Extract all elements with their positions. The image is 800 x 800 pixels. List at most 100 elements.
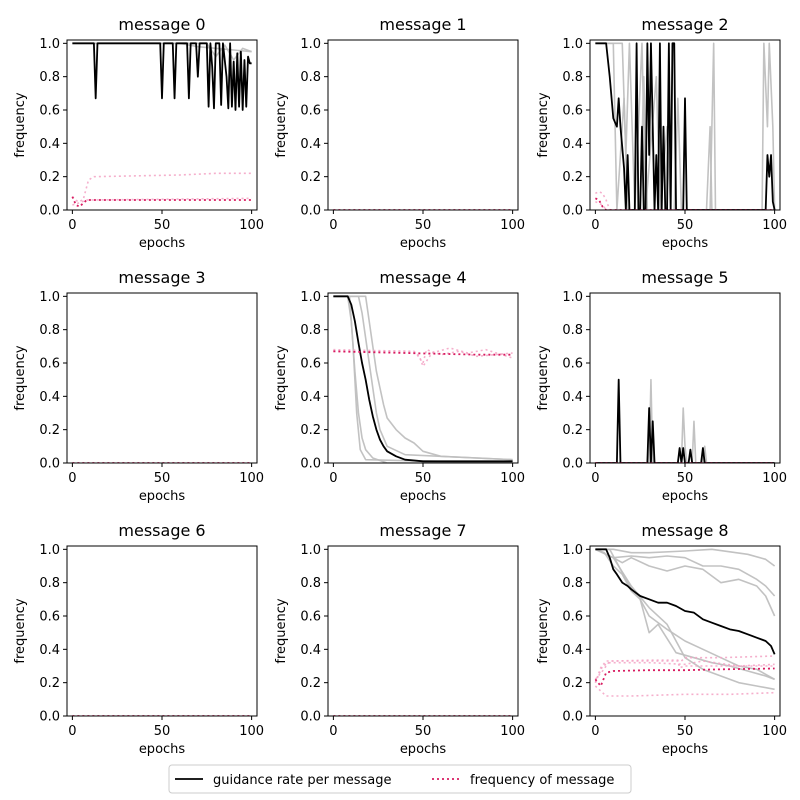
x-axis-label: epochs (139, 742, 186, 757)
x-tick-label: 100 (239, 724, 264, 739)
y-tick-label: 1.0 (300, 290, 321, 305)
x-tick-label: 50 (154, 471, 171, 486)
y-axis-label: frequency (536, 345, 551, 411)
guidance-run-line-0 (333, 295, 513, 463)
guidance-run-line-1 (595, 548, 776, 597)
plot-area (71, 42, 252, 208)
y-tick-label: 0.4 (300, 643, 321, 658)
y-tick-label: 0.2 (39, 423, 60, 438)
guidance-run-line-2 (595, 548, 776, 681)
y-tick-label: 0.0 (562, 204, 583, 219)
x-tick-label: 50 (415, 471, 432, 486)
x-tick-label: 100 (762, 724, 787, 739)
y-tick-label: 1.0 (562, 290, 583, 305)
y-tick-label: 0.4 (39, 390, 60, 405)
y-axis-label: frequency (536, 92, 551, 158)
subplot-7: message 7 0.0 0.2 0.4 0.6 0.8 1.0 0 50 100 epochs f… (274, 521, 525, 757)
guidance-run-line-3 (595, 548, 775, 681)
x-tick-label: 50 (415, 724, 432, 739)
y-tick-label: 0.8 (39, 576, 60, 591)
y-tick-label: 0.0 (39, 204, 60, 219)
guidance-run-line-0 (595, 378, 775, 463)
y-tick-label: 0.0 (300, 204, 321, 219)
x-tick-label: 50 (415, 218, 432, 233)
y-tick-label: 0.8 (300, 576, 321, 591)
axes-frame (327, 39, 519, 211)
y-tick-label: 0.8 (562, 576, 583, 591)
x-tick-label: 0 (68, 218, 76, 233)
guidance-mean-line (595, 42, 776, 210)
y-tick-label: 0.6 (39, 610, 60, 625)
subplot-6: message 6 0.0 0.2 0.4 0.6 0.8 1.0 0 50 100 epochs f… (13, 521, 264, 757)
y-tick-label: 0.6 (562, 104, 583, 119)
guidance-run-line-4 (595, 548, 775, 691)
guidance-run-line-0 (595, 548, 776, 567)
axes-frame (66, 292, 258, 464)
frequency-run-line-1 (72, 197, 252, 206)
x-tick-label: 50 (154, 724, 171, 739)
guidance-run-line-1 (595, 42, 775, 210)
subplot-title: message 5 (641, 268, 728, 287)
y-tick-label: 0.0 (39, 457, 60, 472)
x-tick-label: 0 (68, 724, 76, 739)
y-tick-label: 0.6 (39, 357, 60, 372)
y-tick-label: 0.2 (562, 170, 583, 185)
y-tick-label: 1.0 (300, 543, 321, 558)
x-axis-label: epochs (662, 742, 709, 757)
y-tick-label: 0.6 (300, 610, 321, 625)
x-tick-label: 0 (591, 724, 599, 739)
guidance-run-line-2 (333, 295, 513, 461)
x-tick-label: 50 (677, 218, 694, 233)
subplot-title: message 8 (641, 521, 728, 540)
x-tick-label: 100 (500, 218, 525, 233)
subplot-title: message 6 (118, 521, 205, 540)
frequency-run-line-0 (595, 190, 775, 210)
subplot-5: message 5 0.0 0.2 0.4 0.6 0.8 1.0 0 50 100 epochs f… (536, 268, 787, 504)
frequency-run-line-1 (595, 200, 775, 210)
plot-area (595, 378, 775, 463)
y-axis-label: frequency (274, 598, 289, 664)
subplot-title: message 2 (641, 15, 728, 34)
y-axis-label: frequency (13, 345, 28, 411)
y-tick-label: 0.2 (300, 423, 321, 438)
y-tick-label: 0.8 (562, 70, 583, 85)
y-tick-label: 1.0 (39, 37, 60, 52)
subplot-2: message 2 0.0 0.2 0.4 0.6 0.8 1.0 0 50 100 epochs f… (536, 15, 787, 251)
y-tick-label: 1.0 (562, 543, 583, 558)
y-axis-label: frequency (274, 92, 289, 158)
axes-frame (66, 545, 258, 717)
y-tick-label: 0.4 (562, 137, 583, 152)
y-tick-label: 0.0 (39, 710, 60, 725)
x-tick-label: 50 (677, 471, 694, 486)
guidance-mean-line (595, 548, 776, 655)
y-tick-label: 0.8 (300, 323, 321, 338)
x-tick-label: 100 (500, 471, 525, 486)
x-tick-label: 100 (239, 218, 264, 233)
x-tick-label: 50 (154, 218, 171, 233)
x-tick-label: 50 (677, 724, 694, 739)
x-axis-label: epochs (400, 742, 447, 757)
y-tick-label: 0.8 (39, 70, 60, 85)
y-tick-label: 0.6 (300, 357, 321, 372)
y-tick-label: 0.6 (39, 104, 60, 119)
y-axis-label: frequency (536, 598, 551, 664)
guidance-run-line-0 (595, 42, 776, 210)
subplot-8: message 8 0.0 0.2 0.4 0.6 0.8 1.0 0 50 100 epochs f… (536, 521, 787, 757)
y-tick-label: 0.4 (562, 390, 583, 405)
y-tick-label: 0.0 (300, 710, 321, 725)
x-tick-label: 0 (68, 471, 76, 486)
subplot-1: message 1 0.0 0.2 0.4 0.6 0.8 1.0 0 50 100 epochs f… (274, 15, 525, 251)
subplot-title: message 4 (379, 268, 466, 287)
axes-frame (327, 292, 519, 464)
x-tick-label: 0 (591, 218, 599, 233)
y-tick-label: 0.8 (300, 70, 321, 85)
y-tick-label: 0.4 (562, 643, 583, 658)
y-tick-label: 0.2 (300, 170, 321, 185)
frequency-mean-line (594, 197, 775, 210)
y-axis-label: frequency (13, 598, 28, 664)
legend-frequency-label: frequency of message (470, 773, 614, 788)
y-tick-label: 0.0 (300, 457, 321, 472)
guidance-run-line-3 (333, 295, 513, 463)
subplot-title: message 0 (118, 15, 205, 34)
